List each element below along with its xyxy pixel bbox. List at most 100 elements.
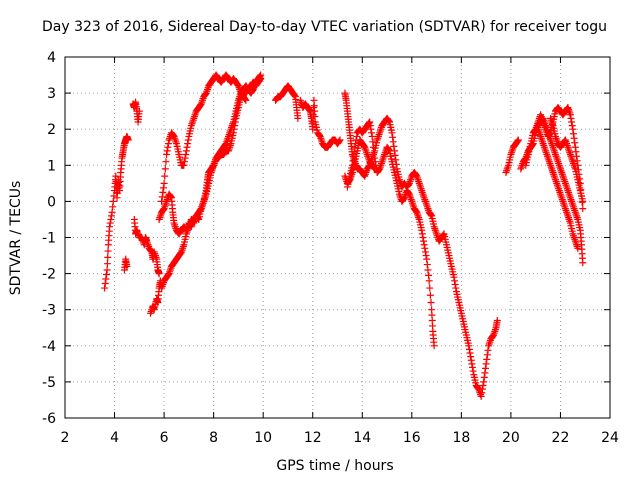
- y-tick-label: -5: [42, 375, 56, 391]
- data-point: [163, 147, 171, 155]
- x-tick-label: 22: [552, 430, 570, 446]
- data-point: [309, 125, 317, 133]
- data-point: [451, 280, 459, 288]
- data-point: [101, 280, 109, 288]
- data-point: [483, 355, 491, 363]
- data-point: [104, 253, 112, 261]
- data-point: [135, 107, 143, 115]
- data-point: [109, 203, 117, 211]
- data-point: [385, 146, 393, 154]
- data-point: [573, 157, 581, 165]
- data-point: [418, 230, 426, 238]
- data-point: [450, 273, 458, 281]
- y-tick-label: -2: [42, 267, 56, 283]
- data-point: [389, 133, 397, 141]
- data-point: [388, 129, 396, 137]
- data-point: [385, 117, 393, 125]
- data-point: [103, 260, 111, 268]
- data-point: [369, 138, 377, 146]
- data-point: [430, 342, 438, 350]
- data-point: [294, 114, 302, 122]
- data-point: [369, 143, 377, 151]
- y-tick-label: 4: [47, 50, 56, 66]
- data-point: [478, 385, 486, 393]
- data-point: [467, 356, 475, 364]
- data-point: [107, 215, 115, 223]
- y-axis-label: SDTVAR / TECUs: [8, 181, 24, 296]
- data-point: [106, 219, 114, 227]
- data-point: [452, 284, 460, 292]
- data-point: [124, 136, 132, 144]
- data-point: [420, 237, 428, 245]
- data-point: [181, 154, 189, 162]
- y-tick-label: 0: [47, 194, 56, 210]
- y-tick-label: 3: [47, 86, 56, 102]
- data-point: [465, 342, 473, 350]
- data-point: [158, 193, 166, 201]
- data-point: [291, 92, 299, 100]
- data-point: [477, 392, 485, 400]
- data-point: [478, 389, 486, 397]
- data-point: [366, 122, 374, 130]
- data-point: [366, 118, 374, 126]
- data-point: [184, 140, 192, 148]
- data-point: [482, 360, 490, 368]
- data-point: [423, 255, 431, 263]
- data-point: [353, 132, 361, 140]
- data-point: [569, 130, 577, 138]
- data-point: [419, 234, 427, 241]
- data-point: [371, 165, 379, 173]
- data-point: [421, 248, 429, 256]
- x-tick-label: 18: [452, 430, 470, 446]
- data-point: [183, 143, 191, 151]
- data-point: [572, 148, 580, 156]
- data-point: [465, 345, 473, 353]
- data-point: [566, 111, 574, 119]
- data-point: [159, 188, 167, 196]
- data-point: [370, 149, 378, 157]
- data-point: [368, 129, 376, 137]
- data-point: [351, 143, 359, 151]
- data-point: [108, 208, 116, 216]
- data-point: [484, 346, 492, 354]
- x-tick-label: 2: [61, 430, 70, 446]
- data-point: [482, 364, 490, 372]
- data-point: [160, 179, 168, 187]
- data-point: [159, 184, 167, 192]
- data-points: [101, 71, 587, 400]
- x-axis-label: GPS time / hours: [276, 458, 393, 474]
- data-point: [336, 136, 344, 144]
- data-point: [164, 140, 172, 148]
- data-point: [579, 205, 587, 213]
- x-tick-label: 14: [353, 430, 371, 446]
- data-point: [418, 226, 426, 234]
- data-point: [574, 244, 582, 252]
- data-point: [425, 271, 433, 279]
- data-point: [427, 298, 435, 306]
- data-point: [104, 247, 112, 255]
- y-tick-label: 2: [47, 122, 56, 138]
- data-point: [103, 266, 111, 274]
- chart-title: Day 323 of 2016, Sidereal Day-to-day VTE…: [42, 19, 607, 35]
- data-point: [567, 114, 575, 122]
- y-tick-label: -6: [42, 411, 56, 427]
- data-point: [568, 122, 576, 130]
- data-point: [420, 241, 428, 249]
- x-tick-label: 6: [160, 430, 169, 446]
- data-point: [109, 197, 117, 205]
- grid: [65, 57, 610, 418]
- data-point: [568, 118, 576, 126]
- data-point: [106, 223, 114, 231]
- data-point: [425, 277, 433, 285]
- data-point: [257, 71, 265, 79]
- y-tick-label: -3: [42, 303, 56, 319]
- data-point: [123, 262, 131, 270]
- data-point: [180, 161, 188, 169]
- data-point: [182, 147, 190, 155]
- data-point: [451, 277, 459, 285]
- x-tick-label: 20: [502, 430, 520, 446]
- data-point: [181, 158, 189, 166]
- x-tick-label: 4: [110, 430, 119, 446]
